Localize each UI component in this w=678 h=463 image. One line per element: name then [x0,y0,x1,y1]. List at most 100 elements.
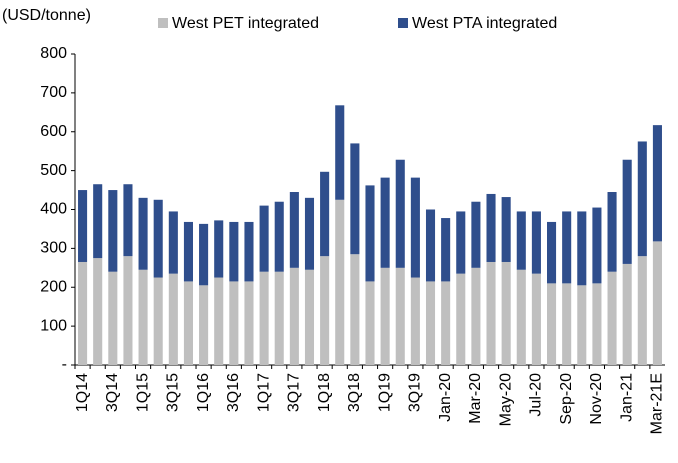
bar-segment [501,261,511,365]
bar-segment [289,267,299,365]
bar-segment [123,256,133,365]
bar-segment [153,277,163,365]
bar-segment [108,271,118,365]
bar-segment [562,211,572,284]
y-tick-label: 100 [40,317,67,334]
y-tick-label: 300 [40,240,67,257]
bar-segment [365,281,375,365]
x-tick-label: May-20 [497,373,514,426]
bar-segment [335,105,345,200]
bar-segment [78,261,88,365]
bar-segment [456,273,466,365]
x-tick-label: Mar-21E [649,373,666,434]
bar-segment [304,269,315,365]
bar-segment [652,241,662,365]
bar-segment [183,221,193,282]
x-tick-label: Jan-21 [618,373,635,422]
bar-segment [425,281,436,365]
bar-segment [607,271,617,365]
bar-segment [471,201,481,268]
x-tick-label: Jan-20 [437,373,454,422]
bar-segment [320,171,330,257]
bar-segment [592,283,602,365]
bar-segment [410,177,420,278]
bar-segment [547,283,557,365]
bar-segment [335,199,345,365]
x-tick-label: 3Q15 [165,373,182,412]
x-tick-label: 3Q18 [346,373,363,412]
bar-segment [123,184,133,257]
x-tick-label: 1Q19 [376,373,393,412]
bar-segment [622,159,632,264]
bar-segment [274,271,284,365]
bar-segment [93,184,103,259]
bar-segment [108,190,118,272]
x-tick-label: 3Q17 [286,373,303,412]
bar-segment [350,254,360,365]
bar-segment [471,267,481,365]
bar-segment [289,192,299,268]
x-tick-label: Nov-20 [588,373,605,425]
bar-segment [637,141,647,257]
bar-segment [78,190,88,262]
bar-segment [486,193,496,262]
bar-segment [516,211,526,270]
bar-segment [168,273,178,365]
bar-segment [531,273,541,365]
bar-segment [350,143,360,255]
bar-segment [562,283,572,365]
x-tick-label: 1Q15 [134,373,151,412]
legend-label: West PET integrated [172,15,319,32]
bar-segment [592,207,602,284]
bar-segment [153,199,163,278]
legend-label: West PTA integrated [412,15,557,32]
x-tick-label: 3Q19 [407,373,424,412]
bar-segment [304,197,315,270]
x-tick-label: 1Q14 [74,373,91,412]
bar-segment [441,218,451,282]
bar-segment [441,281,451,365]
bar-segment [199,285,209,365]
x-tick-label: 1Q17 [255,373,272,412]
bar-segment [380,267,390,365]
y-tick-label: 600 [40,123,67,140]
y-tick-label: 800 [40,45,67,62]
bar-segment [229,221,239,282]
y-tick-label: 400 [40,201,67,218]
x-tick-label: Jul-20 [528,373,545,417]
legend-swatch [398,18,408,28]
bar-segment [199,223,209,286]
bar-segment [577,285,587,365]
x-tick-label: Mar-20 [467,373,484,424]
bar-segment [168,211,178,274]
bar-segment [183,281,193,365]
bar-segment [410,277,420,365]
y-tick-label: 700 [40,84,67,101]
bar-segment [320,256,330,365]
bar-segment [531,211,541,274]
bar-segment [607,192,617,272]
bar-segment [395,159,405,268]
x-tick-label: 1Q16 [195,373,212,412]
x-tick-label: 3Q16 [225,373,242,412]
legend-swatch [158,18,168,28]
bar-segment [214,277,224,365]
bar-segment [365,185,375,282]
bar-segment [577,211,587,286]
bar-segment [395,267,405,365]
bar-segment [547,221,557,284]
bar-segment [244,221,254,282]
bar-segment [93,258,103,365]
bar-segment [380,177,390,268]
bar-segment [138,269,148,365]
bar-segment [516,269,526,365]
y-tick-label: - [62,356,67,373]
bar-segment [229,281,239,365]
bar-segment [456,211,466,274]
y-tick-label: 200 [40,278,67,295]
bar-segment [637,256,647,365]
bar-segment [652,125,662,242]
bar-segment [501,197,511,262]
bar-segment [274,201,284,272]
